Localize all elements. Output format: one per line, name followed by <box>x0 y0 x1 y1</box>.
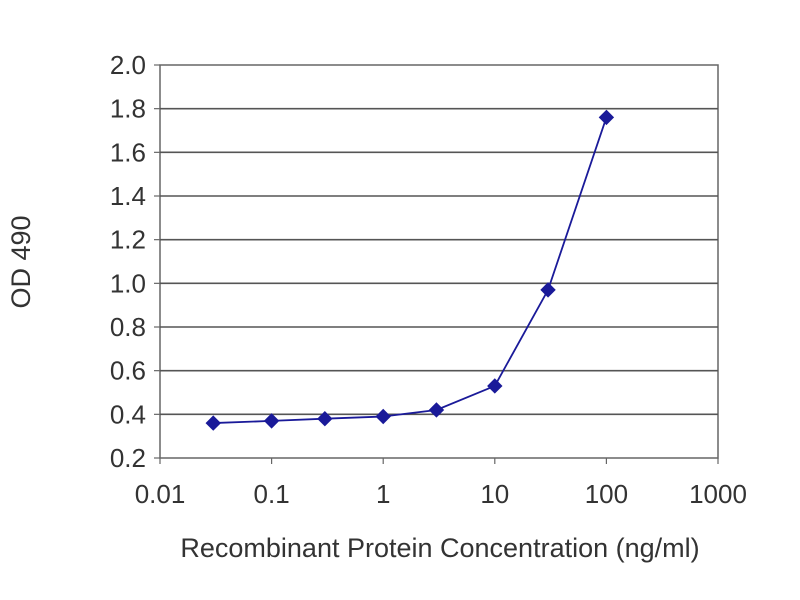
y-tick-label: 1.6 <box>110 137 146 167</box>
plot-area <box>159 64 719 459</box>
y-tick-label: 2.0 <box>110 50 146 80</box>
x-tick-label: 1000 <box>689 479 747 509</box>
gridlines <box>160 107 718 416</box>
x-tick-label: 0.1 <box>254 479 290 509</box>
y-axis-ticks: 0.2 0.4 0.6 0.8 1.0 1.2 1.4 1.6 1.8 2.0 <box>110 50 160 473</box>
y-tick-label: 0.8 <box>110 312 146 342</box>
data-point <box>263 413 280 429</box>
y-axis-title: OD 490 <box>6 215 36 308</box>
y-tick-label: 1.0 <box>110 268 146 298</box>
x-axis-ticks: 0.01 0.1 1 10 100 1000 <box>135 458 747 509</box>
x-tick-label: 100 <box>585 479 628 509</box>
y-tick-label: 1.4 <box>110 181 146 211</box>
x-axis-title: Recombinant Protein Concentration (ng/ml… <box>180 533 699 563</box>
y-tick-label: 1.8 <box>110 94 146 124</box>
series-layer <box>205 109 615 431</box>
x-tick-label: 10 <box>480 479 509 509</box>
y-tick-label: 0.4 <box>110 399 146 429</box>
y-tick-label: 1.2 <box>110 225 146 255</box>
data-point <box>487 378 503 394</box>
data-point <box>317 410 333 427</box>
data-point <box>598 109 615 126</box>
series-line <box>213 117 608 424</box>
x-tick-label: 0.01 <box>135 479 186 509</box>
data-point <box>205 415 221 431</box>
x-tick-label: 1 <box>376 479 390 509</box>
data-point <box>540 282 556 298</box>
y-tick-label: 0.2 <box>110 443 146 473</box>
data-point <box>375 408 391 425</box>
data-point <box>428 402 445 418</box>
y-tick-label: 0.6 <box>110 356 146 386</box>
